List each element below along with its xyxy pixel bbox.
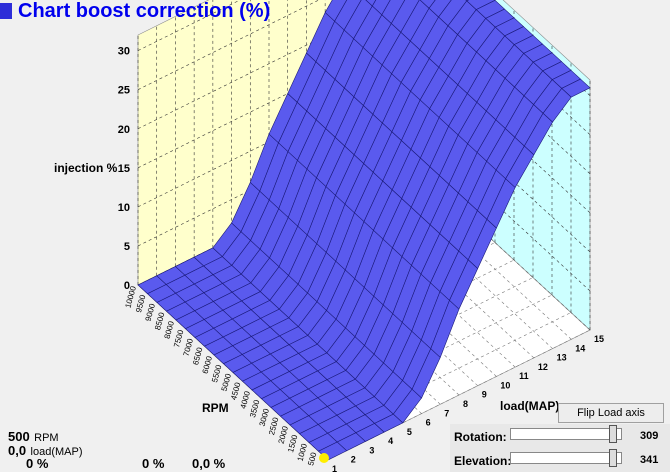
correction-percent-3: 0,0 % <box>192 456 226 471</box>
rotation-slider[interactable] <box>510 425 622 443</box>
z-axis-label: injection % <box>54 161 118 175</box>
rpm-unit: RPM <box>34 432 59 444</box>
load-tick-label: 7 <box>444 408 449 418</box>
load-tick-label: 2 <box>351 455 356 465</box>
grid-line-z-right <box>400 0 591 174</box>
rpm-axis-label: RPM <box>202 401 229 415</box>
elevation-slider[interactable] <box>510 449 622 467</box>
grid-line-z-right <box>399 37 591 214</box>
z-tick-label: 15 <box>118 163 130 175</box>
grid-line-load-floor <box>399 154 591 331</box>
load-tick-label: 5 <box>407 427 412 437</box>
correction-percent-2: 0 % <box>142 456 165 471</box>
surface-cell <box>365 0 377 7</box>
grid-line-z-right <box>399 115 591 292</box>
elevation-label: Elevation: <box>454 454 512 468</box>
elevation-value: 341 <box>640 454 659 466</box>
elevation-slider-thumb[interactable] <box>609 449 617 467</box>
surface-cell <box>419 0 436 9</box>
grid-line-load-floor <box>362 173 553 349</box>
rotation-value: 309 <box>640 430 659 442</box>
grid-line-z-right <box>399 76 591 253</box>
z-tick-label: 20 <box>118 124 130 136</box>
load-axis-label: load(MAP) <box>500 399 559 413</box>
load-tick-label: 4 <box>388 436 393 446</box>
rpm-value: 500 <box>8 429 30 444</box>
surface-cell <box>561 78 591 98</box>
view-controls-panel: Rotation: 309 Elevation: 341 <box>450 424 670 472</box>
grid-line-load-floor <box>306 201 497 377</box>
correction-percent-1: 0 % <box>26 456 49 471</box>
z-tick-label: 25 <box>118 85 130 97</box>
grid-line-load-floor <box>343 182 535 359</box>
grid-line-z-left <box>137 0 320 90</box>
load-tick-label: 15 <box>594 334 604 344</box>
load-value: 0,0 <box>8 443 27 458</box>
load-tick-label: 9 <box>482 390 487 400</box>
rotation-slider-thumb[interactable] <box>609 425 617 443</box>
load-tick-label: 11 <box>519 371 529 381</box>
z-tick-label: 10 <box>118 202 130 214</box>
load-tick-label: 10 <box>500 380 510 390</box>
rotation-label: Rotation: <box>454 430 507 444</box>
load-unit: load(MAP) <box>30 446 83 458</box>
rpm-readout: 500 RPM <box>8 428 108 446</box>
chart-title-text: Chart boost correction (%) <box>18 0 271 22</box>
surface-cell <box>324 0 348 22</box>
flip-load-axis-label: Flip Load axis <box>577 407 645 419</box>
grid-line-load-floor <box>287 210 478 386</box>
title-marker <box>0 3 12 19</box>
load-tick-label: 1 <box>332 464 337 472</box>
load-tick-label: 14 <box>575 343 585 353</box>
grid-line-load-floor <box>324 191 516 368</box>
grid-line-load-floor <box>381 164 572 340</box>
grid-line-z-left <box>137 0 241 51</box>
load-tick-label: 13 <box>557 353 567 363</box>
load-tick-label: 12 <box>538 362 548 372</box>
load-tick-label: 6 <box>426 418 431 428</box>
current-point-marker <box>319 453 329 463</box>
grid-line-z-left <box>137 37 401 169</box>
load-readout: 0,0 load(MAP) <box>8 442 108 460</box>
z-tick-label: 30 <box>118 46 130 58</box>
surface-cell <box>371 0 391 16</box>
load-tick-label: 3 <box>369 445 374 455</box>
load-tick-label: 8 <box>463 399 468 409</box>
flip-load-axis-button[interactable]: Flip Load axis <box>558 403 664 423</box>
z-tick-label: 0 <box>124 280 130 292</box>
z-tick-label: 5 <box>124 241 130 253</box>
rpm-tick-label: 500 <box>306 451 318 467</box>
chart-title: Chart boost correction (%) <box>0 0 270 22</box>
